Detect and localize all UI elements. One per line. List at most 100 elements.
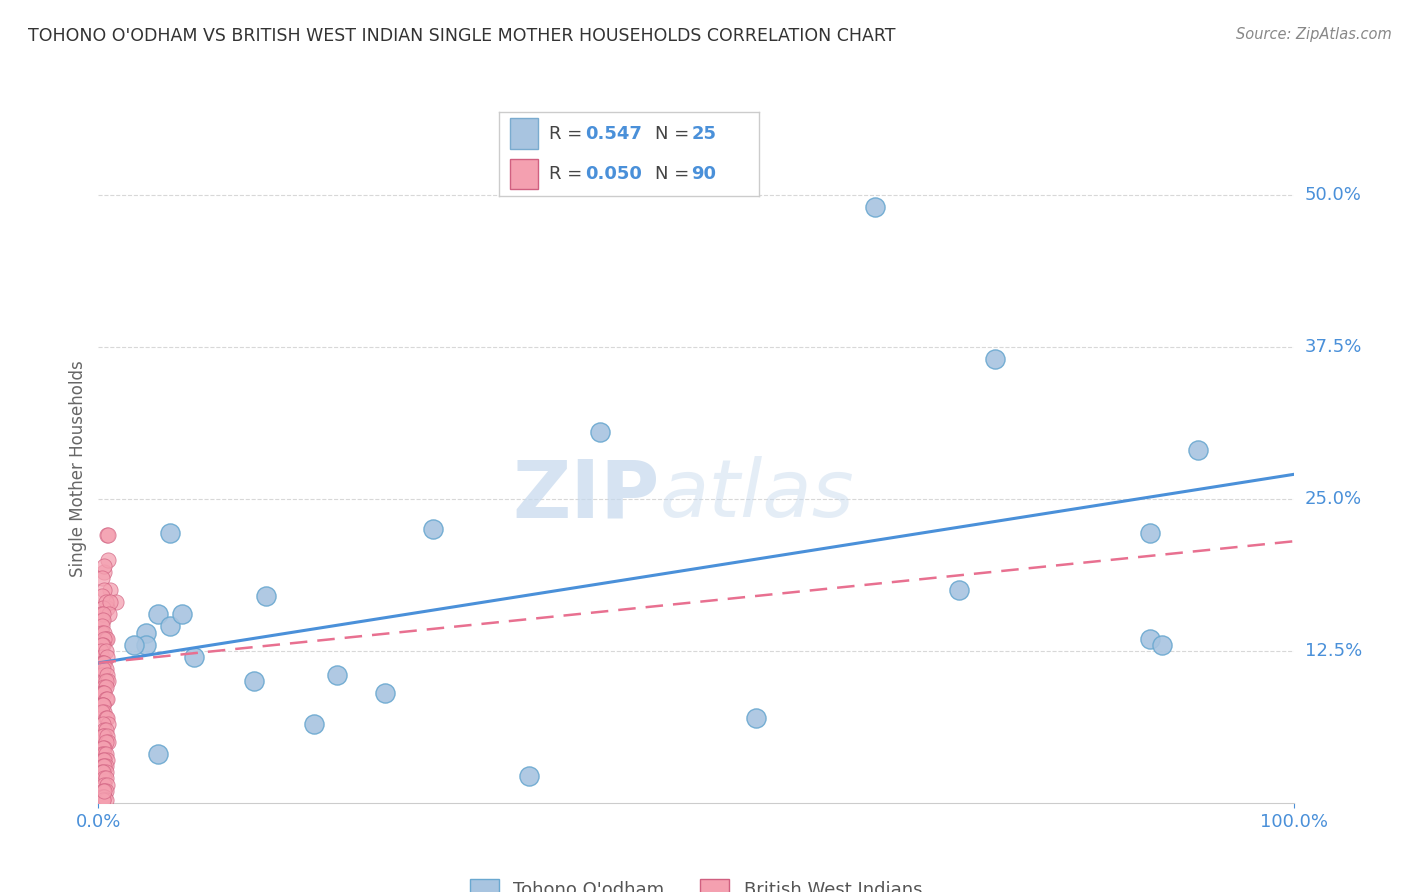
Point <box>96 601 118 615</box>
Point <box>91 759 114 773</box>
Point <box>91 698 114 713</box>
Point <box>94 735 117 749</box>
Point <box>94 595 117 609</box>
Point <box>91 649 114 664</box>
Point <box>124 638 146 652</box>
Point <box>863 200 886 214</box>
Point <box>91 656 114 670</box>
Point <box>94 723 117 737</box>
Point <box>93 723 115 737</box>
Point <box>326 668 349 682</box>
Point <box>94 765 117 780</box>
Text: Source: ZipAtlas.com: Source: ZipAtlas.com <box>1236 27 1392 42</box>
Point <box>93 778 115 792</box>
Point <box>589 425 612 439</box>
Point <box>98 582 122 597</box>
Legend: Tohono O'odham, British West Indians: Tohono O'odham, British West Indians <box>463 872 929 892</box>
Point <box>90 607 112 622</box>
Point <box>135 625 157 640</box>
Point <box>91 698 114 713</box>
Point <box>93 772 115 786</box>
Point <box>94 644 117 658</box>
Point <box>91 589 114 603</box>
Point <box>172 607 194 622</box>
Point <box>94 772 117 786</box>
Point <box>93 680 115 694</box>
Point <box>93 625 115 640</box>
Point <box>91 686 114 700</box>
Point <box>91 705 114 719</box>
Y-axis label: Single Mother Households: Single Mother Households <box>69 360 87 576</box>
Point <box>97 735 120 749</box>
Text: 37.5%: 37.5% <box>1305 338 1362 356</box>
Point <box>93 741 115 756</box>
Point <box>91 638 114 652</box>
Text: R =: R = <box>548 165 588 183</box>
Text: 12.5%: 12.5% <box>1305 641 1362 660</box>
Text: R =: R = <box>548 125 588 143</box>
Point <box>91 656 114 670</box>
Point <box>374 686 396 700</box>
Point <box>93 747 115 761</box>
Point <box>96 632 118 646</box>
Point <box>91 613 114 627</box>
Point <box>96 649 118 664</box>
Point <box>93 729 115 743</box>
Bar <box>509 159 538 189</box>
Point <box>159 525 181 540</box>
Point <box>96 711 118 725</box>
Text: ZIP: ZIP <box>513 456 661 534</box>
Point <box>948 582 970 597</box>
Text: atlas: atlas <box>661 456 855 534</box>
Point <box>97 716 120 731</box>
Point <box>91 753 114 767</box>
Point <box>96 692 118 706</box>
Point <box>97 528 120 542</box>
Point <box>94 692 117 706</box>
Point <box>91 716 114 731</box>
Point <box>96 778 118 792</box>
Point <box>91 765 114 780</box>
Point <box>98 607 121 622</box>
Point <box>91 686 114 700</box>
Point <box>159 619 181 633</box>
Text: N =: N = <box>655 165 695 183</box>
Point <box>93 705 115 719</box>
Point <box>94 680 117 694</box>
Point <box>97 552 120 566</box>
Point <box>96 668 118 682</box>
Point <box>1187 443 1209 458</box>
Point <box>93 632 115 646</box>
Point <box>91 698 114 713</box>
Point <box>422 522 444 536</box>
Point <box>97 674 120 689</box>
Point <box>93 783 115 797</box>
Point <box>254 589 277 603</box>
Point <box>91 613 114 627</box>
Point <box>243 674 266 689</box>
Point <box>1139 632 1161 646</box>
Point <box>91 601 114 615</box>
Text: 0.050: 0.050 <box>585 165 643 183</box>
Text: 50.0%: 50.0% <box>1305 186 1361 203</box>
Point <box>1139 525 1161 540</box>
Point <box>135 638 157 652</box>
Point <box>90 644 112 658</box>
Text: 25: 25 <box>692 125 717 143</box>
Point <box>93 789 115 804</box>
Point <box>91 793 114 807</box>
Point <box>105 595 128 609</box>
Point <box>93 674 115 689</box>
Point <box>517 769 540 783</box>
Point <box>983 351 1005 366</box>
Point <box>93 565 115 579</box>
Point <box>91 607 114 622</box>
Point <box>94 783 117 797</box>
Point <box>93 656 115 670</box>
Point <box>93 558 115 573</box>
Point <box>91 765 114 780</box>
Point <box>91 662 114 676</box>
Point <box>94 632 117 646</box>
Point <box>183 649 205 664</box>
Point <box>148 607 170 622</box>
